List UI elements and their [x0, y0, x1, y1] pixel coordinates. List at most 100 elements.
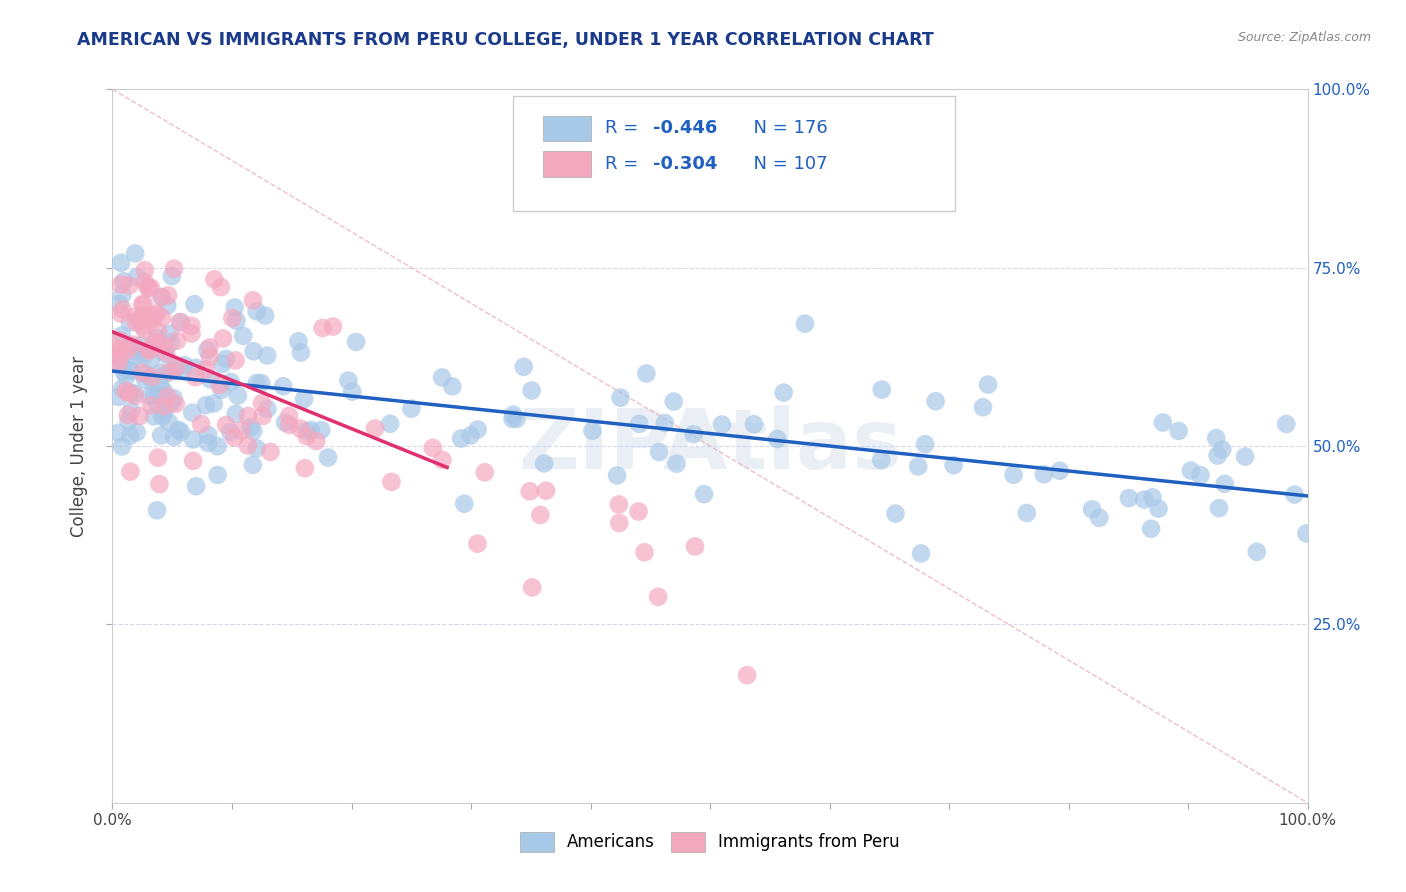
- Point: [165, 397, 187, 411]
- Point: [607, 516, 630, 530]
- Point: [160, 395, 183, 409]
- Point: [111, 328, 134, 343]
- Point: [259, 445, 281, 459]
- Point: [125, 425, 148, 440]
- Point: [246, 304, 269, 318]
- Point: [250, 376, 273, 390]
- Point: [972, 401, 994, 415]
- Point: [1206, 449, 1229, 463]
- Point: [208, 377, 231, 392]
- Point: [441, 379, 464, 393]
- Point: [239, 420, 262, 434]
- Point: [132, 308, 155, 322]
- Point: [305, 434, 328, 448]
- Point: [207, 468, 229, 483]
- Point: [162, 391, 184, 405]
- Point: [124, 344, 146, 359]
- Point: [197, 436, 219, 450]
- Point: [219, 425, 242, 439]
- Point: [467, 537, 489, 551]
- Point: [110, 277, 132, 292]
- Point: [107, 357, 129, 371]
- Point: [145, 331, 167, 345]
- Point: [139, 389, 162, 403]
- Point: [607, 498, 630, 512]
- Point: [682, 427, 704, 442]
- Point: [246, 376, 269, 390]
- Point: [124, 350, 146, 364]
- Point: [134, 367, 156, 381]
- Point: [1147, 501, 1170, 516]
- Point: [636, 367, 658, 381]
- Point: [163, 361, 186, 376]
- Point: [142, 337, 165, 351]
- Point: [1142, 491, 1164, 505]
- Point: [152, 390, 174, 404]
- Point: [226, 389, 249, 403]
- Point: [342, 384, 364, 399]
- Point: [108, 334, 131, 348]
- Point: [110, 256, 132, 270]
- Point: [1088, 511, 1111, 525]
- Point: [207, 439, 229, 453]
- Point: [170, 315, 193, 329]
- Legend: Americans, Immigrants from Peru: Americans, Immigrants from Peru: [513, 825, 907, 859]
- Point: [271, 379, 294, 393]
- Point: [380, 475, 402, 489]
- Point: [195, 343, 218, 357]
- Point: [215, 351, 238, 366]
- Point: [693, 487, 716, 501]
- Point: [112, 274, 135, 288]
- Point: [121, 337, 143, 351]
- Point: [180, 318, 202, 333]
- Point: [533, 457, 555, 471]
- Point: [138, 343, 160, 357]
- Point: [108, 297, 131, 311]
- Point: [143, 308, 166, 322]
- Point: [145, 307, 167, 321]
- Point: [654, 416, 676, 430]
- Text: N = 107: N = 107: [742, 155, 828, 173]
- Point: [169, 315, 191, 329]
- Point: [118, 278, 141, 293]
- Point: [153, 347, 176, 361]
- Point: [232, 329, 254, 343]
- Point: [107, 351, 129, 365]
- Point: [242, 344, 264, 359]
- Point: [292, 392, 315, 406]
- Point: [107, 390, 129, 404]
- Point: [121, 363, 143, 377]
- Point: [111, 440, 134, 454]
- Point: [136, 309, 159, 323]
- Point: [114, 384, 136, 398]
- Point: [120, 403, 142, 417]
- Point: [609, 391, 631, 405]
- Point: [134, 263, 156, 277]
- Point: [190, 417, 212, 431]
- Text: -0.446: -0.446: [652, 120, 717, 137]
- Point: [1002, 467, 1025, 482]
- Point: [132, 313, 155, 327]
- Point: [710, 417, 733, 432]
- Point: [628, 417, 651, 431]
- Point: [467, 422, 489, 436]
- Point: [184, 370, 207, 384]
- Point: [502, 408, 524, 422]
- Point: [117, 385, 139, 400]
- Point: [1189, 468, 1212, 483]
- Point: [173, 358, 195, 372]
- Point: [181, 406, 204, 420]
- Point: [224, 431, 246, 445]
- Point: [117, 414, 139, 428]
- Point: [128, 409, 150, 424]
- Point: [290, 345, 312, 359]
- Point: [115, 369, 138, 384]
- Point: [150, 428, 173, 442]
- Point: [122, 386, 145, 401]
- Point: [139, 353, 162, 368]
- Point: [131, 366, 153, 380]
- Point: [422, 441, 444, 455]
- Point: [198, 372, 221, 386]
- Point: [274, 416, 297, 430]
- Point: [139, 281, 162, 295]
